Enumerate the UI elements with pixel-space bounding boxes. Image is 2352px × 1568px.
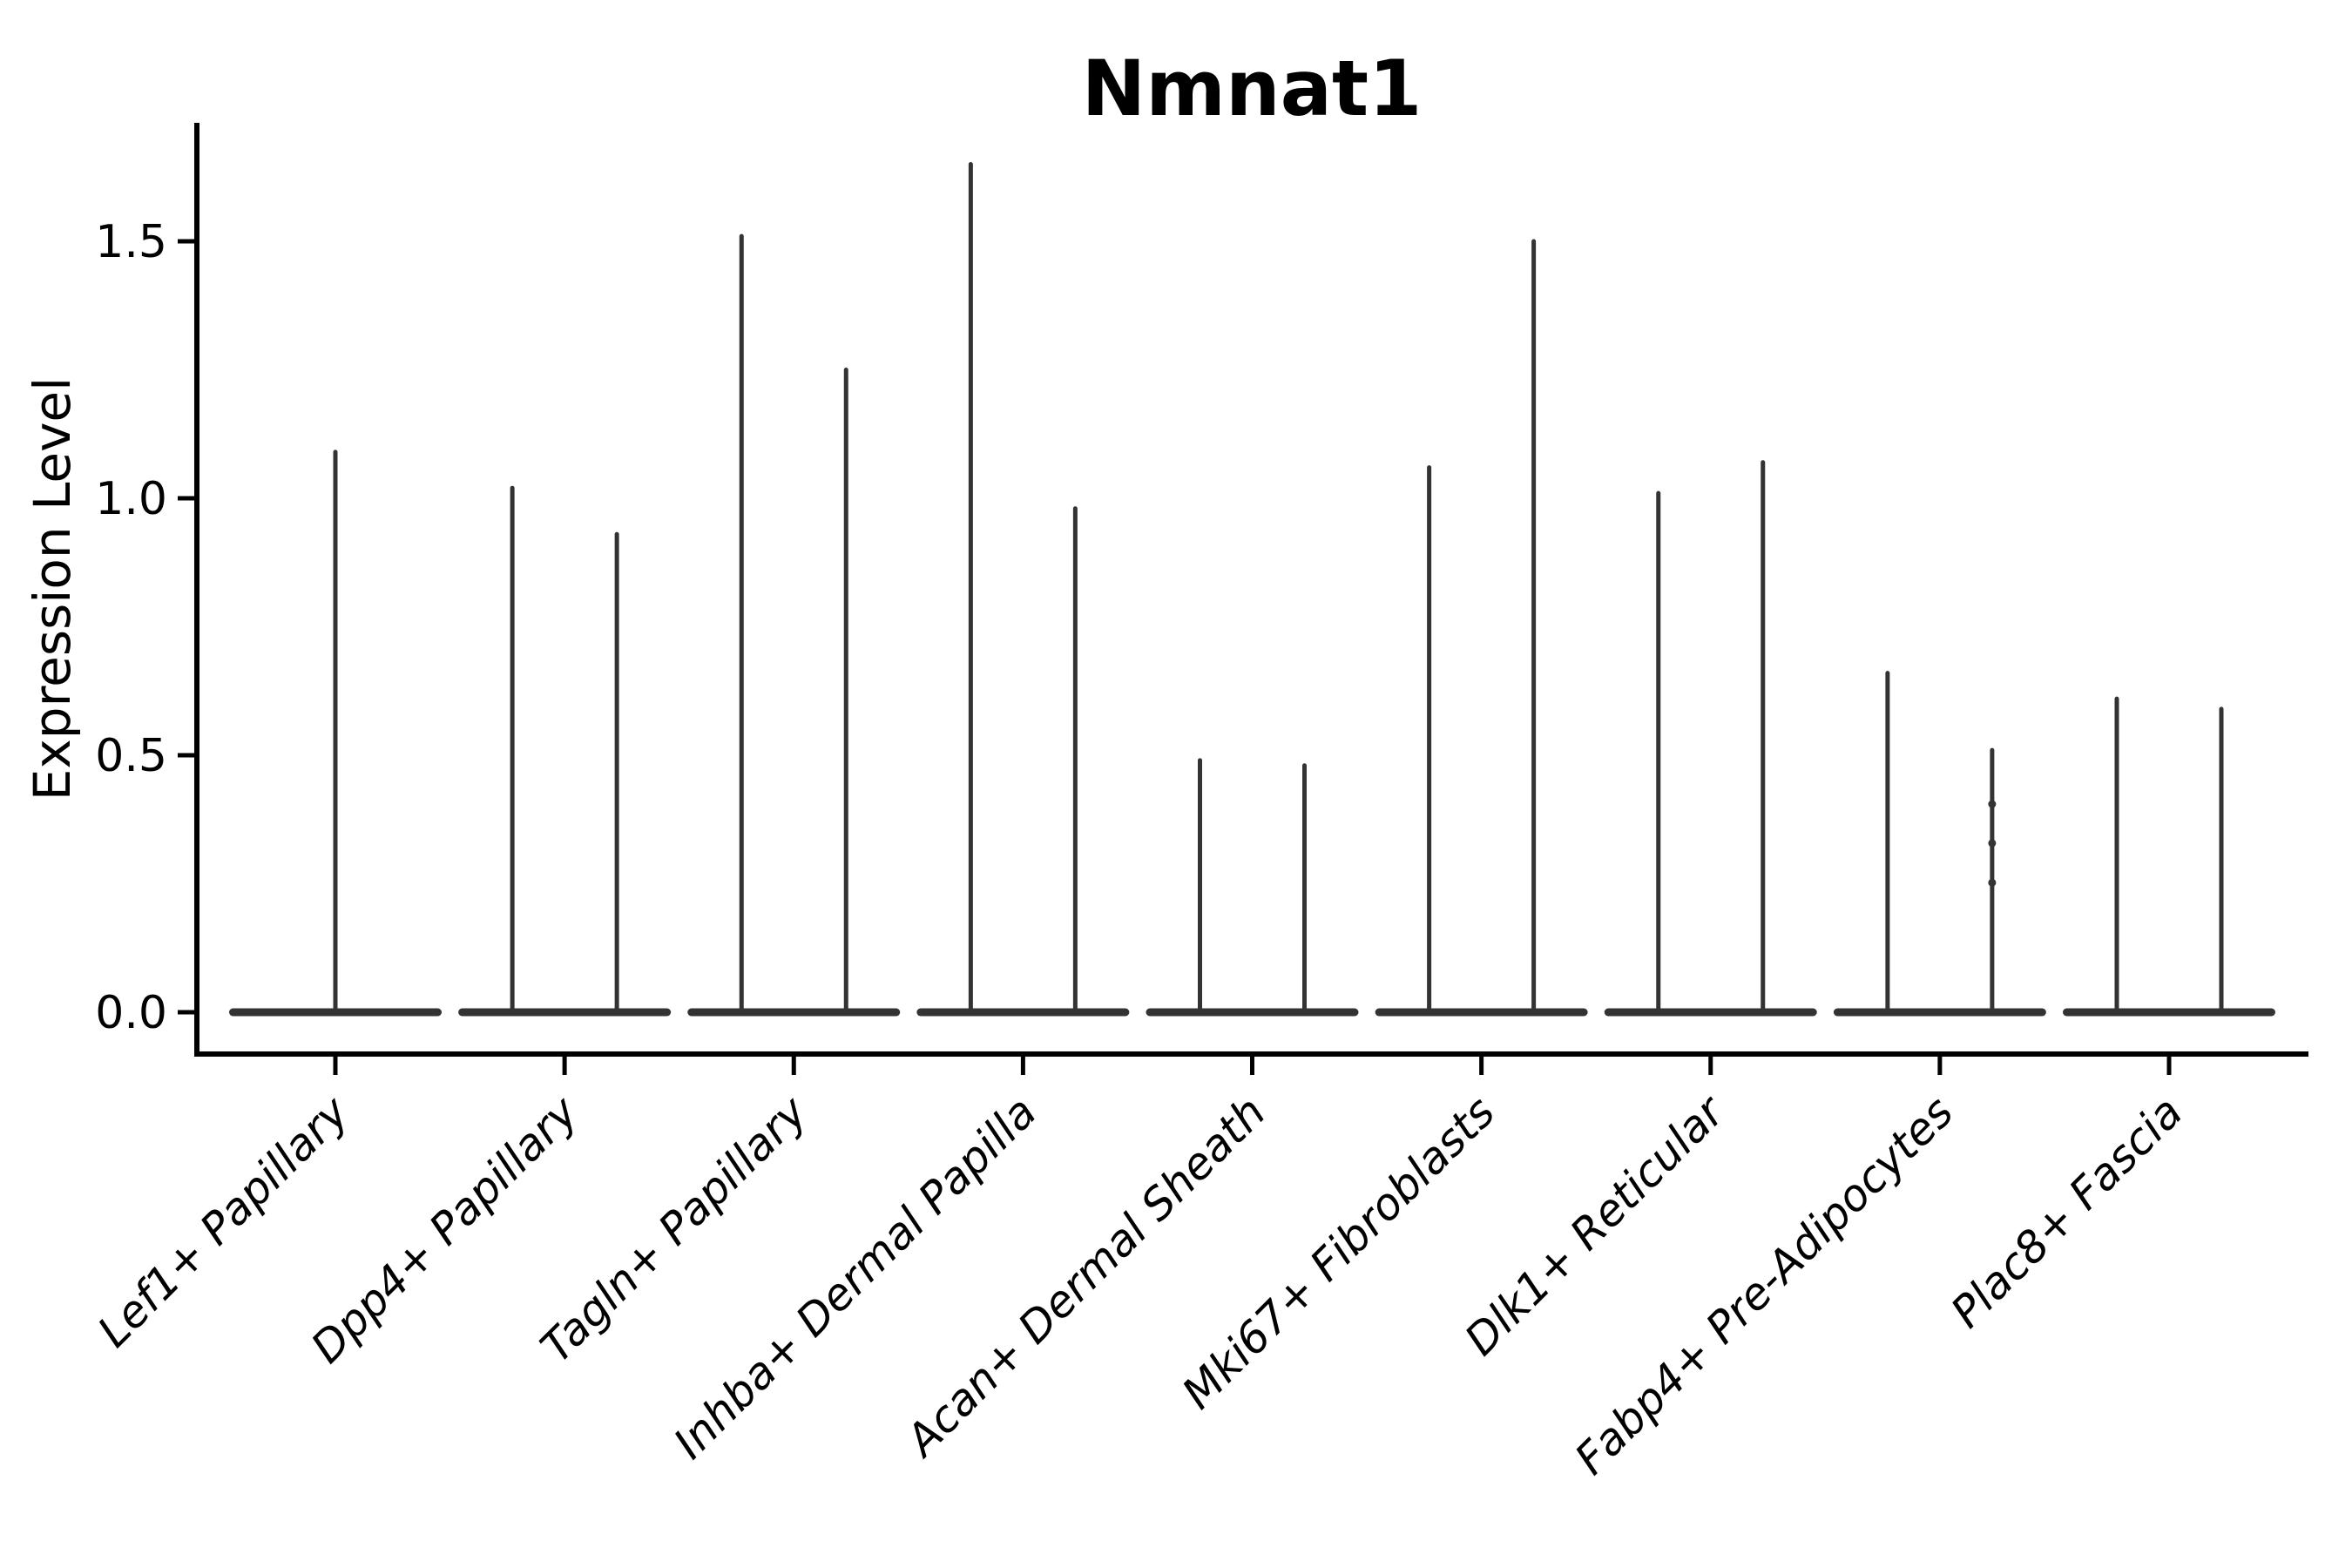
violin-body: [687, 1008, 901, 1017]
violin-body: [1604, 1008, 1817, 1017]
x-tick-label: Fabp4+ Pre-Adipocytes: [1565, 1086, 1963, 1484]
y-tick-label: 1.0: [95, 473, 167, 525]
violin-body: [458, 1008, 672, 1017]
y-axis-label: Expression Level: [23, 377, 82, 801]
jitter-point: [1988, 800, 1997, 808]
y-tick-group: 0.0 0.5 1.0 1.5: [95, 216, 197, 1039]
plot-title: Nmnat1: [1082, 44, 1423, 133]
y-tick-label: 0.5: [95, 730, 167, 782]
jitter-point: [1988, 839, 1997, 848]
x-tick-label: Plac8+ Fascia: [1942, 1086, 2193, 1337]
violin-body: [2063, 1008, 2275, 1017]
violin-body: [1146, 1008, 1359, 1017]
y-tick-label: 1.5: [95, 216, 167, 268]
violin-body: [916, 1008, 1130, 1017]
x-tick-label: Inhba+ Dermal Papilla: [664, 1086, 1045, 1468]
violin-body: [1375, 1008, 1588, 1017]
violin-body: [1833, 1008, 2046, 1017]
violins-group: [229, 162, 2275, 1017]
jitter-point: [1988, 878, 1997, 887]
x-tick-label: Acan+ Dermal Sheath: [895, 1086, 1275, 1467]
x-tick-label: Lef1+ Papillary: [88, 1085, 359, 1356]
y-tick-label: 0.0: [95, 987, 167, 1039]
